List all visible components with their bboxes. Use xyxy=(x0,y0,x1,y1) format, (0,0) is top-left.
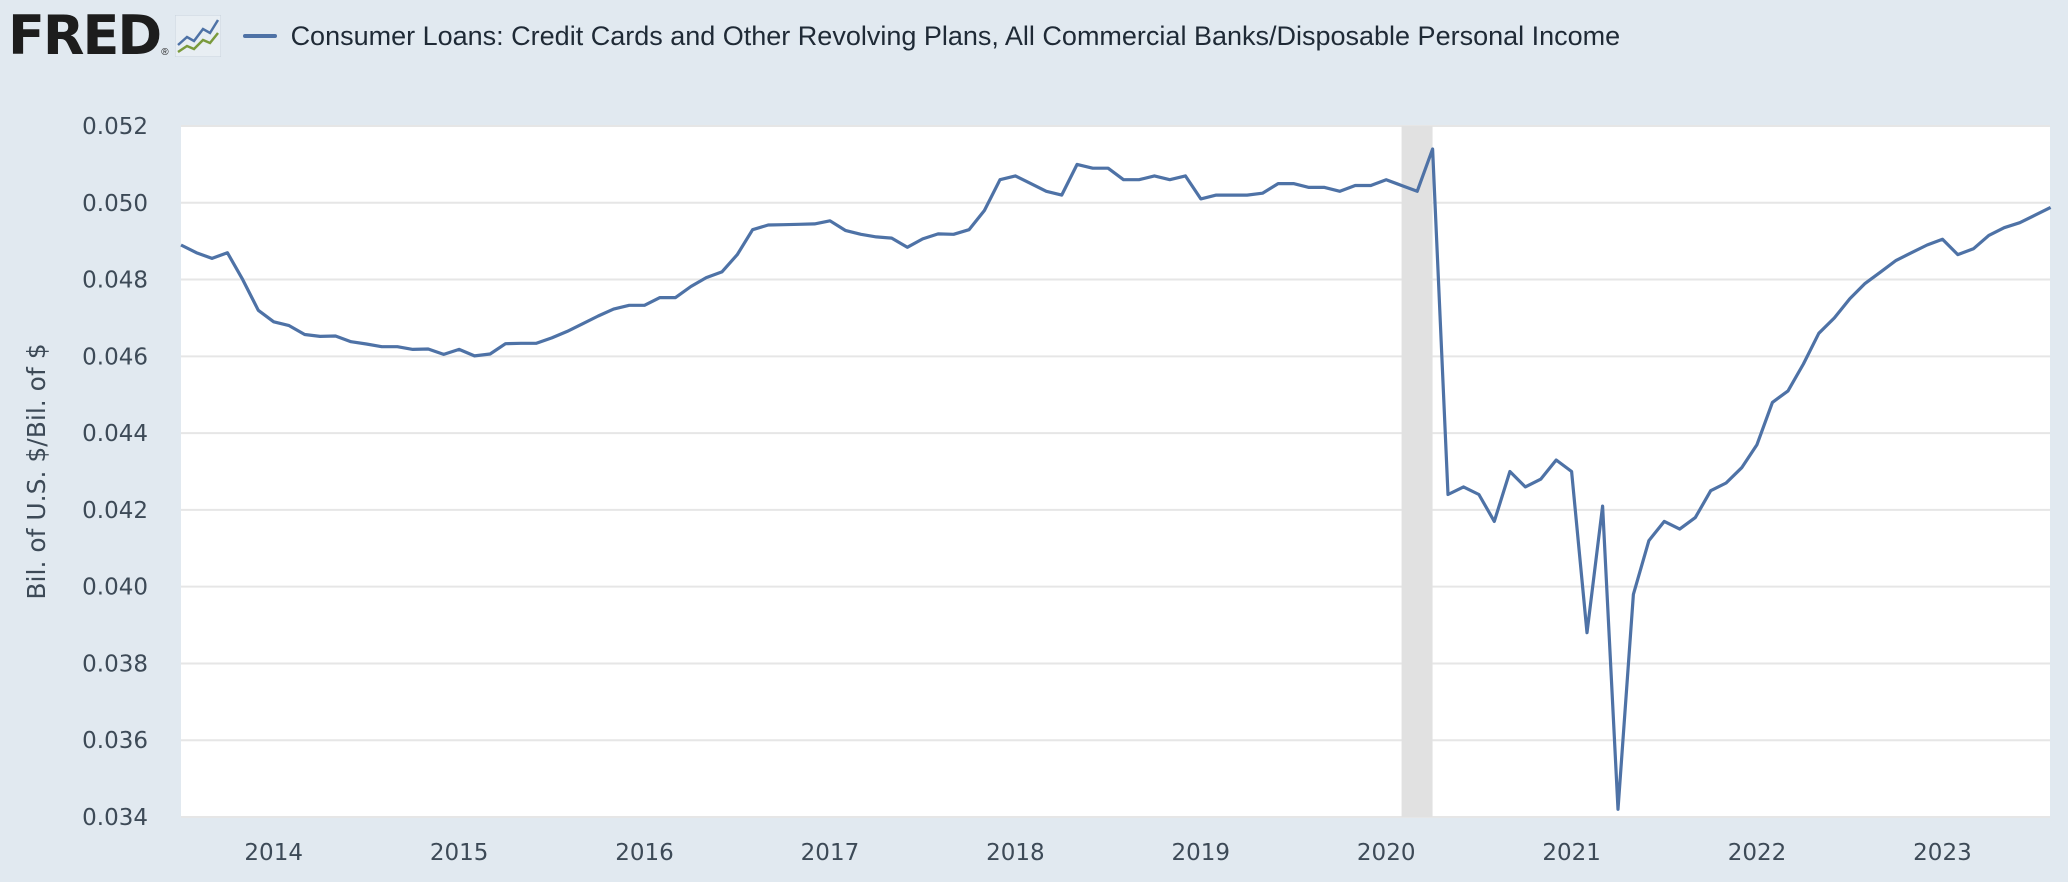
x-tick-label: 2020 xyxy=(1357,840,1416,866)
series-line[interactable] xyxy=(180,147,2052,811)
y-tick-label: 0.036 xyxy=(82,728,148,754)
x-tick-label: 2018 xyxy=(986,840,1045,866)
x-tick-label: 2016 xyxy=(615,840,674,866)
logo-registered-mark: ® xyxy=(161,47,169,58)
x-tick-label: 2014 xyxy=(244,840,303,866)
y-tick-label: 0.046 xyxy=(82,344,148,370)
chart-header: FRED ® Consumer Loans: Credit Cards and … xyxy=(8,6,1620,66)
x-tick-label: 2022 xyxy=(1728,840,1787,866)
fred-logo[interactable]: FRED xyxy=(8,4,162,67)
series-legend-label[interactable]: Consumer Loans: Credit Cards and Other R… xyxy=(290,20,1621,51)
y-tick-label: 0.042 xyxy=(82,498,148,524)
y-tick-label: 0.052 xyxy=(82,114,148,140)
x-tick-label: 2017 xyxy=(801,840,860,866)
y-tick-label: 0.038 xyxy=(82,651,148,677)
fred-graph-icon xyxy=(174,15,221,57)
x-axis: 2014 2015 2016 2017 2018 2019 2020 2021 2022 2023 xyxy=(244,840,1971,866)
y-axis: 0.034 0.036 0.038 0.040 0.042 0.044 0.046 0.048… xyxy=(82,114,148,831)
grid-lines xyxy=(181,125,2050,818)
plot-area xyxy=(181,126,2050,817)
y-tick-label: 0.040 xyxy=(82,575,148,601)
y-tick-label: 0.048 xyxy=(82,268,148,294)
y-axis-title: Bil. of U.S. $/Bil. of $ xyxy=(22,343,51,599)
x-tick-label: 2021 xyxy=(1542,840,1601,866)
y-tick-label: 0.034 xyxy=(82,805,148,831)
y-tick-label: 0.050 xyxy=(82,191,148,217)
recession-shading xyxy=(1401,126,1433,817)
x-tick-label: 2023 xyxy=(1913,840,1972,866)
legend-swatch xyxy=(242,34,277,38)
y-tick-label: 0.044 xyxy=(82,421,148,447)
x-tick-label: 2019 xyxy=(1172,840,1231,866)
x-tick-label: 2015 xyxy=(430,840,489,866)
